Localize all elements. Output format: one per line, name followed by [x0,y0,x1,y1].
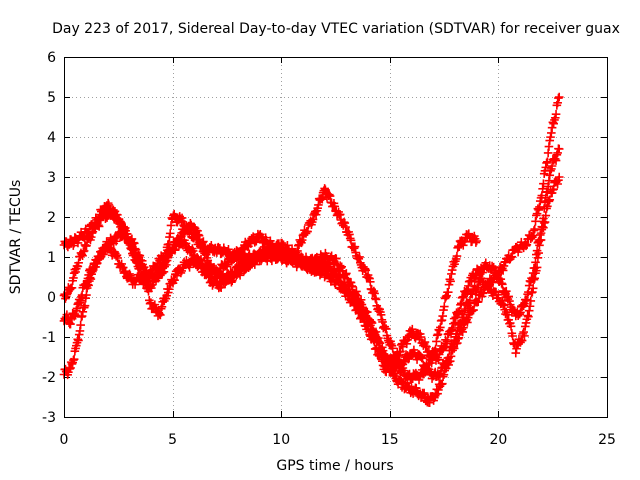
grid [64,57,607,417]
y-tick-label: 4 [47,130,56,146]
data-point [361,266,371,275]
x-tick-label: 0 [60,432,69,448]
data-point [67,283,77,293]
y-tick-label: 3 [47,170,56,186]
y-tick-label: -2 [42,370,56,386]
data-point [453,326,462,336]
data-point [539,179,548,189]
data-point [472,236,481,246]
x-tick-label: 20 [489,432,507,448]
y-tick-label: 6 [47,50,56,66]
data-point [346,236,356,245]
data-point [439,302,449,311]
data-point [137,256,147,266]
data-point [531,258,540,267]
series-track-d [59,144,564,380]
data-point [80,301,90,310]
data-point [144,287,153,296]
data-point [194,231,204,240]
data-point [76,320,85,330]
data-point [532,246,542,255]
data-point [418,354,427,363]
y-tick-label: 5 [47,90,56,106]
data-point [166,221,176,230]
x-tick-label: 10 [272,432,290,448]
data-point [520,331,529,341]
data-markers [59,92,564,408]
data-point [442,337,452,346]
x-tick-label: 5 [168,432,177,448]
y-tick-label: 0 [47,290,56,306]
data-point [69,354,79,364]
data-point [443,287,453,297]
data-point [82,290,91,300]
x-axis-label: GPS time / hours [276,458,393,474]
data-point [388,344,397,353]
plot-frame [64,57,608,418]
x-tick-label: 25 [598,432,616,448]
data-point [543,157,552,167]
y-tick-label: -1 [42,330,56,346]
data-point [446,276,455,286]
data-point [554,92,564,102]
data-point [508,331,517,341]
chart-title: Day 223 of 2017, Sidereal Day-to-day VTE… [52,21,620,37]
y-tick-label: 2 [47,210,56,226]
data-point [365,277,375,287]
data-point [452,251,462,261]
data-point [370,337,379,347]
data-point [506,321,516,331]
data-point [530,224,540,234]
x-tick-label: 15 [381,432,399,448]
data-point [92,258,102,268]
data-point [165,229,175,238]
data-point [469,305,478,315]
y-axis-label: SDTVAR / TECUs [8,180,24,295]
data-point [554,172,564,182]
data-point [517,336,527,345]
data-point [372,343,382,353]
data-point [438,379,447,389]
data-point [554,144,564,154]
y-tick-label: -3 [42,410,56,426]
data-point [539,214,548,223]
data-point [551,109,561,119]
data-point [444,353,453,363]
y-tick-label: 1 [47,250,56,266]
data-point [381,324,391,333]
